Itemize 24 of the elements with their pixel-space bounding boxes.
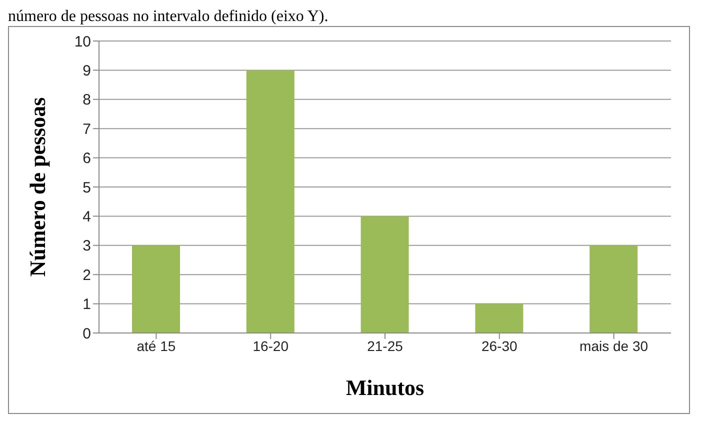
y-tick-label: 5 [82, 179, 91, 196]
bar [475, 304, 524, 333]
y-tick-label: 10 [74, 33, 91, 50]
x-tick-label: 21-25 [367, 338, 404, 354]
bar [590, 245, 638, 333]
y-tick-label: 9 [82, 62, 91, 80]
y-axis-title: Número de pessoas [24, 96, 50, 277]
y-tick-label: 7 [82, 120, 91, 138]
bar [360, 216, 409, 333]
x-tick-label: 26-30 [481, 338, 518, 354]
y-tick-label: 3 [82, 238, 91, 255]
y-tick-label: 4 [82, 208, 91, 226]
y-tick-label: 8 [82, 92, 91, 109]
y-tick-label: 1 [82, 296, 91, 314]
bar [246, 70, 294, 333]
x-tick-label: 16-20 [252, 338, 289, 354]
text: número de pessoas no intervalo definido (eixo Y). [8, 8, 330, 26]
bar [132, 245, 180, 333]
y-tick-label: 2 [82, 266, 91, 284]
y-tick-label: 0 [82, 325, 91, 342]
x-tick-label: mais de 30 [580, 338, 648, 354]
x-tick-label: até 15 [136, 338, 176, 354]
x-axis-title: Minutos [346, 375, 425, 400]
y-tick-label: 6 [82, 150, 91, 168]
